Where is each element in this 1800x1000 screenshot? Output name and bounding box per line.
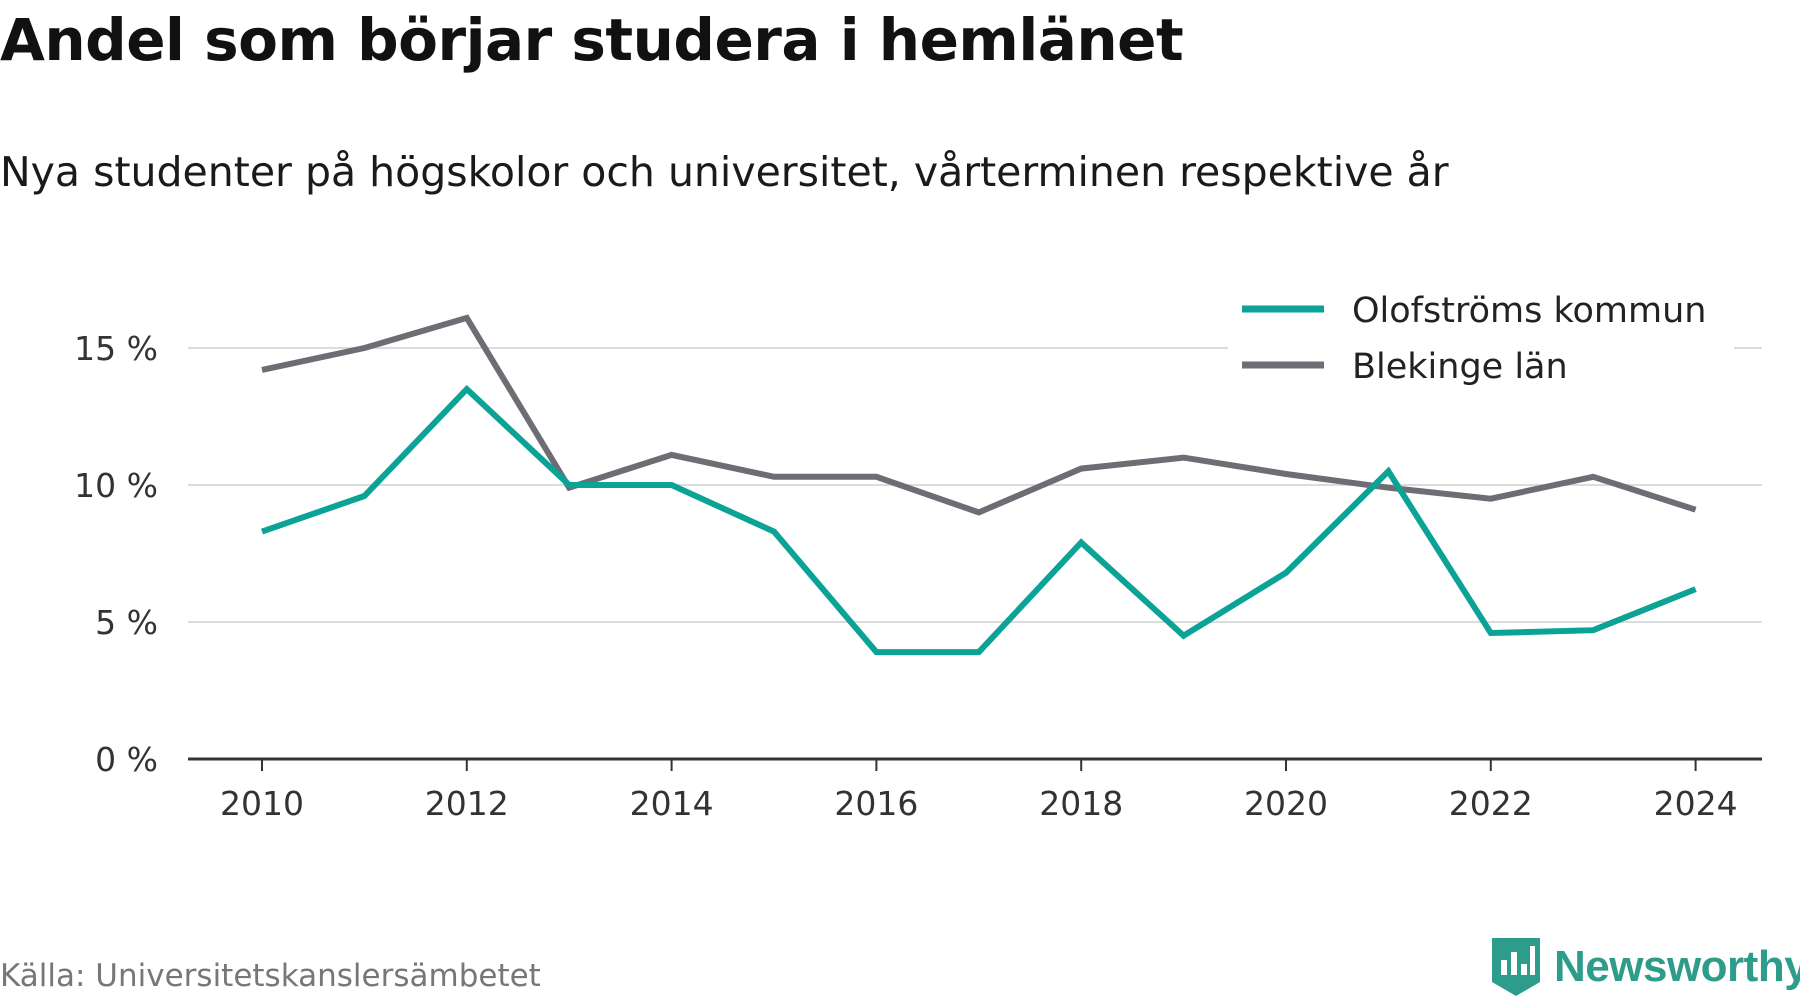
legend-label-olofstrom: Olofströms kommun <box>1352 291 1706 331</box>
x-tick-label: 2010 <box>220 784 304 823</box>
brand-name: Newsworthy <box>1554 942 1800 991</box>
brand-logo: Newsworthy <box>1492 938 1800 996</box>
y-tick-label: 0 % <box>95 740 158 779</box>
x-tick-label: 2018 <box>1039 784 1123 823</box>
source-text: Källa: Universitetskanslersämbetet <box>0 958 541 994</box>
y-tick-label: 5 % <box>95 603 158 642</box>
x-axis-ticks: 2010 2012 2014 2016 2018 2020 2022 2024 <box>220 759 1738 823</box>
y-tick-label: 15 % <box>74 329 158 368</box>
x-tick-label: 2014 <box>630 784 714 823</box>
series-line-olofstrom <box>261 384 1697 656</box>
x-tick-label: 2022 <box>1449 784 1533 823</box>
x-tick-label: 2020 <box>1244 784 1328 823</box>
newsworthy-logo-icon <box>1492 938 1540 996</box>
x-tick-label: 2012 <box>425 784 509 823</box>
chart-subtitle: Nya studenter på högskolor och universit… <box>0 148 1449 196</box>
series-line-blekinge <box>261 314 1697 516</box>
series-lines <box>261 314 1697 656</box>
y-axis-ticks: 0 % 5 % 10 % 15 % <box>74 329 158 779</box>
y-tick-label: 10 % <box>74 466 158 505</box>
legend: Olofströms kommun Blekinge län <box>1228 285 1734 410</box>
x-tick-label: 2024 <box>1654 784 1738 823</box>
chart-title: Andel som börjar studera i hemlänet <box>0 6 1184 74</box>
legend-label-blekinge: Blekinge län <box>1352 347 1568 387</box>
x-tick-label: 2016 <box>834 784 918 823</box>
